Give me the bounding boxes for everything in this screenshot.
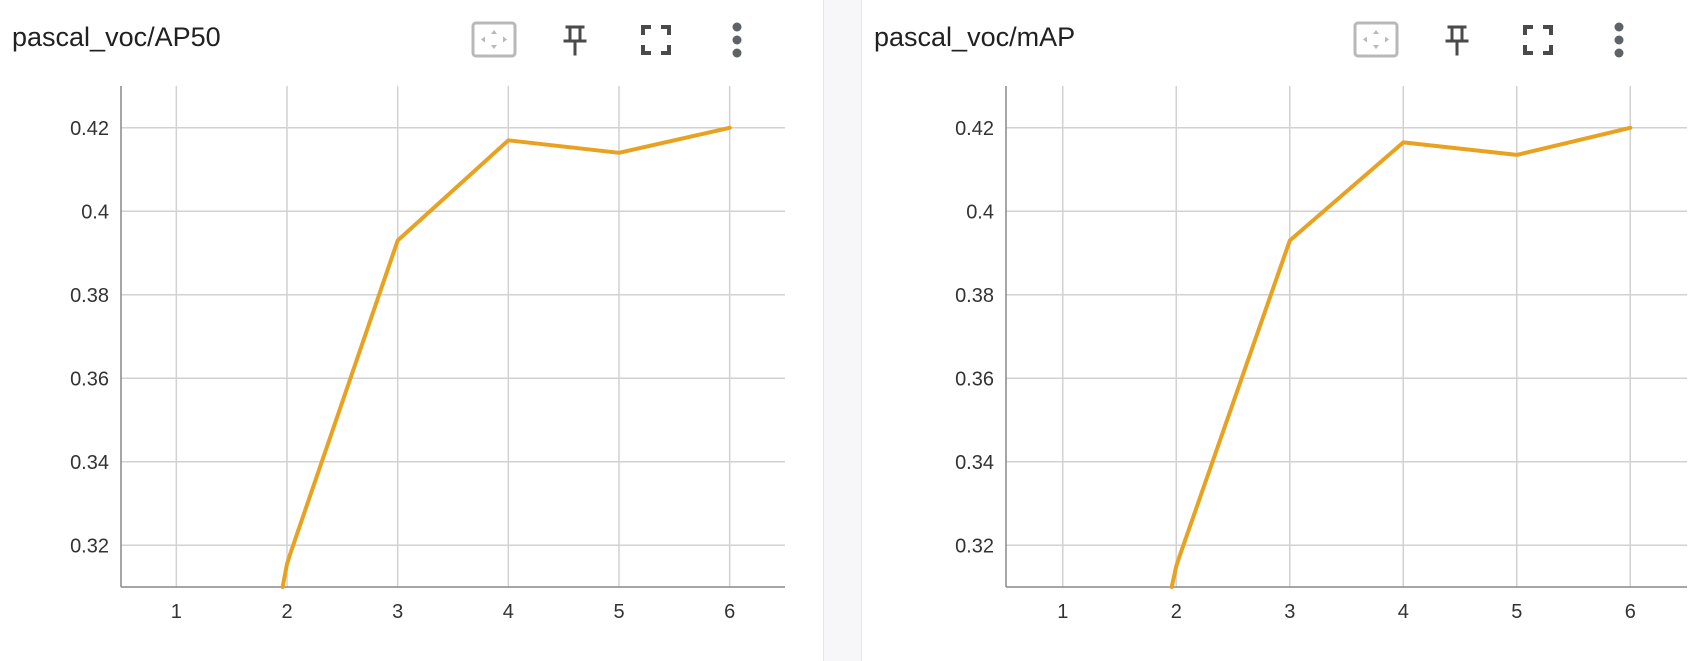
x-tick-label: 6 — [1625, 601, 1636, 623]
chart-card-map: pascal_voc/mAP 1 2 3 4 5 6 0.32 0.34 0.36 — [862, 0, 1705, 661]
more-options-button[interactable] — [1595, 16, 1643, 64]
y-tick-label: 0.38 — [70, 285, 109, 307]
fit-domain-button[interactable] — [1352, 16, 1400, 64]
line-chart-map: 1 2 3 4 5 6 0.32 0.34 0.36 0.38 0.4 0.42 — [955, 86, 1687, 623]
fit-domain-icon — [471, 21, 517, 58]
card-toolbar — [1352, 16, 1682, 64]
card-toolbar — [470, 16, 800, 64]
y-tick-label: 0.34 — [70, 452, 109, 474]
x-tick-label: 3 — [392, 601, 403, 623]
y-tick-label: 0.34 — [955, 452, 994, 474]
y-tick-label: 0.42 — [70, 118, 109, 140]
x-tick-label: 5 — [613, 601, 624, 623]
x-tick-label: 3 — [1284, 601, 1295, 623]
fullscreen-button[interactable] — [1514, 16, 1562, 64]
pin-button[interactable] — [551, 16, 599, 64]
card-title: pascal_voc/mAP — [874, 22, 1076, 52]
fullscreen-button[interactable] — [632, 16, 680, 64]
line-chart-ap50: 1 2 3 4 5 6 0.32 0.34 0.36 0.38 0.4 0.42 — [70, 86, 785, 623]
y-tick-label: 0.32 — [955, 535, 994, 557]
x-tick-label: 4 — [1398, 601, 1409, 623]
y-tick-label: 0.4 — [81, 201, 109, 223]
y-tick-label: 0.42 — [955, 118, 994, 140]
panel-divider — [823, 0, 862, 661]
x-tick-label: 2 — [281, 601, 292, 623]
more-vert-icon — [1614, 22, 1624, 58]
fit-domain-button[interactable] — [470, 16, 518, 64]
card-title: pascal_voc/AP50 — [12, 22, 221, 52]
x-tick-label: 1 — [1057, 601, 1068, 623]
fullscreen-icon — [1523, 25, 1553, 55]
pin-button[interactable] — [1433, 16, 1481, 64]
fit-domain-icon — [1353, 21, 1399, 58]
y-tick-label: 0.32 — [70, 535, 109, 557]
more-options-button[interactable] — [713, 16, 761, 64]
y-tick-label: 0.4 — [966, 201, 994, 223]
y-tick-label: 0.36 — [70, 368, 109, 390]
y-tick-label: 0.36 — [955, 368, 994, 390]
series-line — [1169, 125, 1633, 589]
pin-icon — [1445, 25, 1469, 56]
more-vert-icon — [732, 22, 742, 58]
x-tick-label: 2 — [1171, 601, 1182, 623]
pin-icon — [563, 25, 587, 56]
x-tick-label: 1 — [171, 601, 182, 623]
x-tick-label: 5 — [1511, 601, 1522, 623]
chart-card-ap50: pascal_voc/AP50 1 2 3 4 5 6 0.32 0.34 0.3 — [0, 0, 823, 661]
x-tick-label: 6 — [724, 601, 735, 623]
x-tick-label: 4 — [503, 601, 514, 623]
fullscreen-icon — [641, 25, 671, 55]
y-tick-label: 0.38 — [955, 285, 994, 307]
series-line — [280, 125, 732, 589]
